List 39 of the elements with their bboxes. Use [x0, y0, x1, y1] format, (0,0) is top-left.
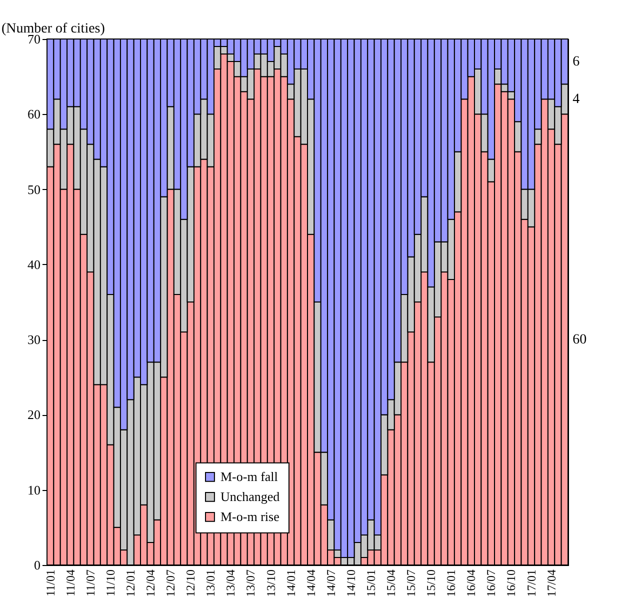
- y-tick-label: 30: [28, 332, 40, 348]
- x-tick-label: 13/10: [264, 570, 278, 597]
- y-tick-label: 10: [28, 482, 40, 498]
- x-tick-label: 15/01: [364, 570, 378, 597]
- x-tick-label: 17/01: [524, 570, 538, 597]
- x-tick-label: 16/10: [504, 570, 518, 597]
- x-tick-label: 14/07: [324, 570, 338, 597]
- x-tick-label: 15/10: [424, 570, 438, 597]
- x-tick-label: 16/01: [444, 570, 458, 597]
- x-tick-label: 16/04: [464, 570, 478, 597]
- x-tick-label: 13/01: [204, 570, 218, 597]
- x-tick-label: 15/04: [384, 570, 398, 597]
- x-tick-label: 12/01: [123, 570, 138, 597]
- legend-label: M-o-m fall: [220, 468, 278, 484]
- x-tick-label: 13/07: [244, 570, 258, 597]
- data-label: 60: [572, 332, 587, 348]
- x-tick-label: 14/10: [344, 570, 358, 597]
- data-label: 4: [572, 92, 580, 108]
- x-tick-label: 14/01: [284, 570, 298, 597]
- x-tick-label: 14/04: [304, 570, 318, 597]
- x-tick-label: 11/07: [83, 570, 98, 596]
- y-tick-label: 40: [28, 256, 40, 272]
- legend-label: M-o-m rise: [220, 508, 280, 524]
- x-tick-label: 11/01: [43, 570, 58, 596]
- y-tick-label: 60: [28, 106, 40, 122]
- legend-label: Unchanged: [220, 488, 280, 504]
- y-tick-label: 20: [28, 407, 40, 422]
- x-tick-label: 16/07: [484, 570, 498, 597]
- x-tick-label: 12/10: [184, 570, 198, 597]
- x-tick-label: 17/04: [544, 570, 558, 597]
- y-tick-label: 50: [28, 182, 40, 197]
- x-tick-label: 12/07: [164, 570, 178, 597]
- x-tick-label: 12/04: [144, 570, 158, 597]
- x-tick-label: 13/04: [224, 570, 238, 597]
- x-tick-label: 15/07: [404, 570, 418, 597]
- y-tick-label: 0: [34, 558, 40, 572]
- data-label: 6: [572, 54, 580, 70]
- x-tick-label: 11/10: [103, 570, 118, 596]
- x-tick-label: 11/04: [63, 570, 78, 596]
